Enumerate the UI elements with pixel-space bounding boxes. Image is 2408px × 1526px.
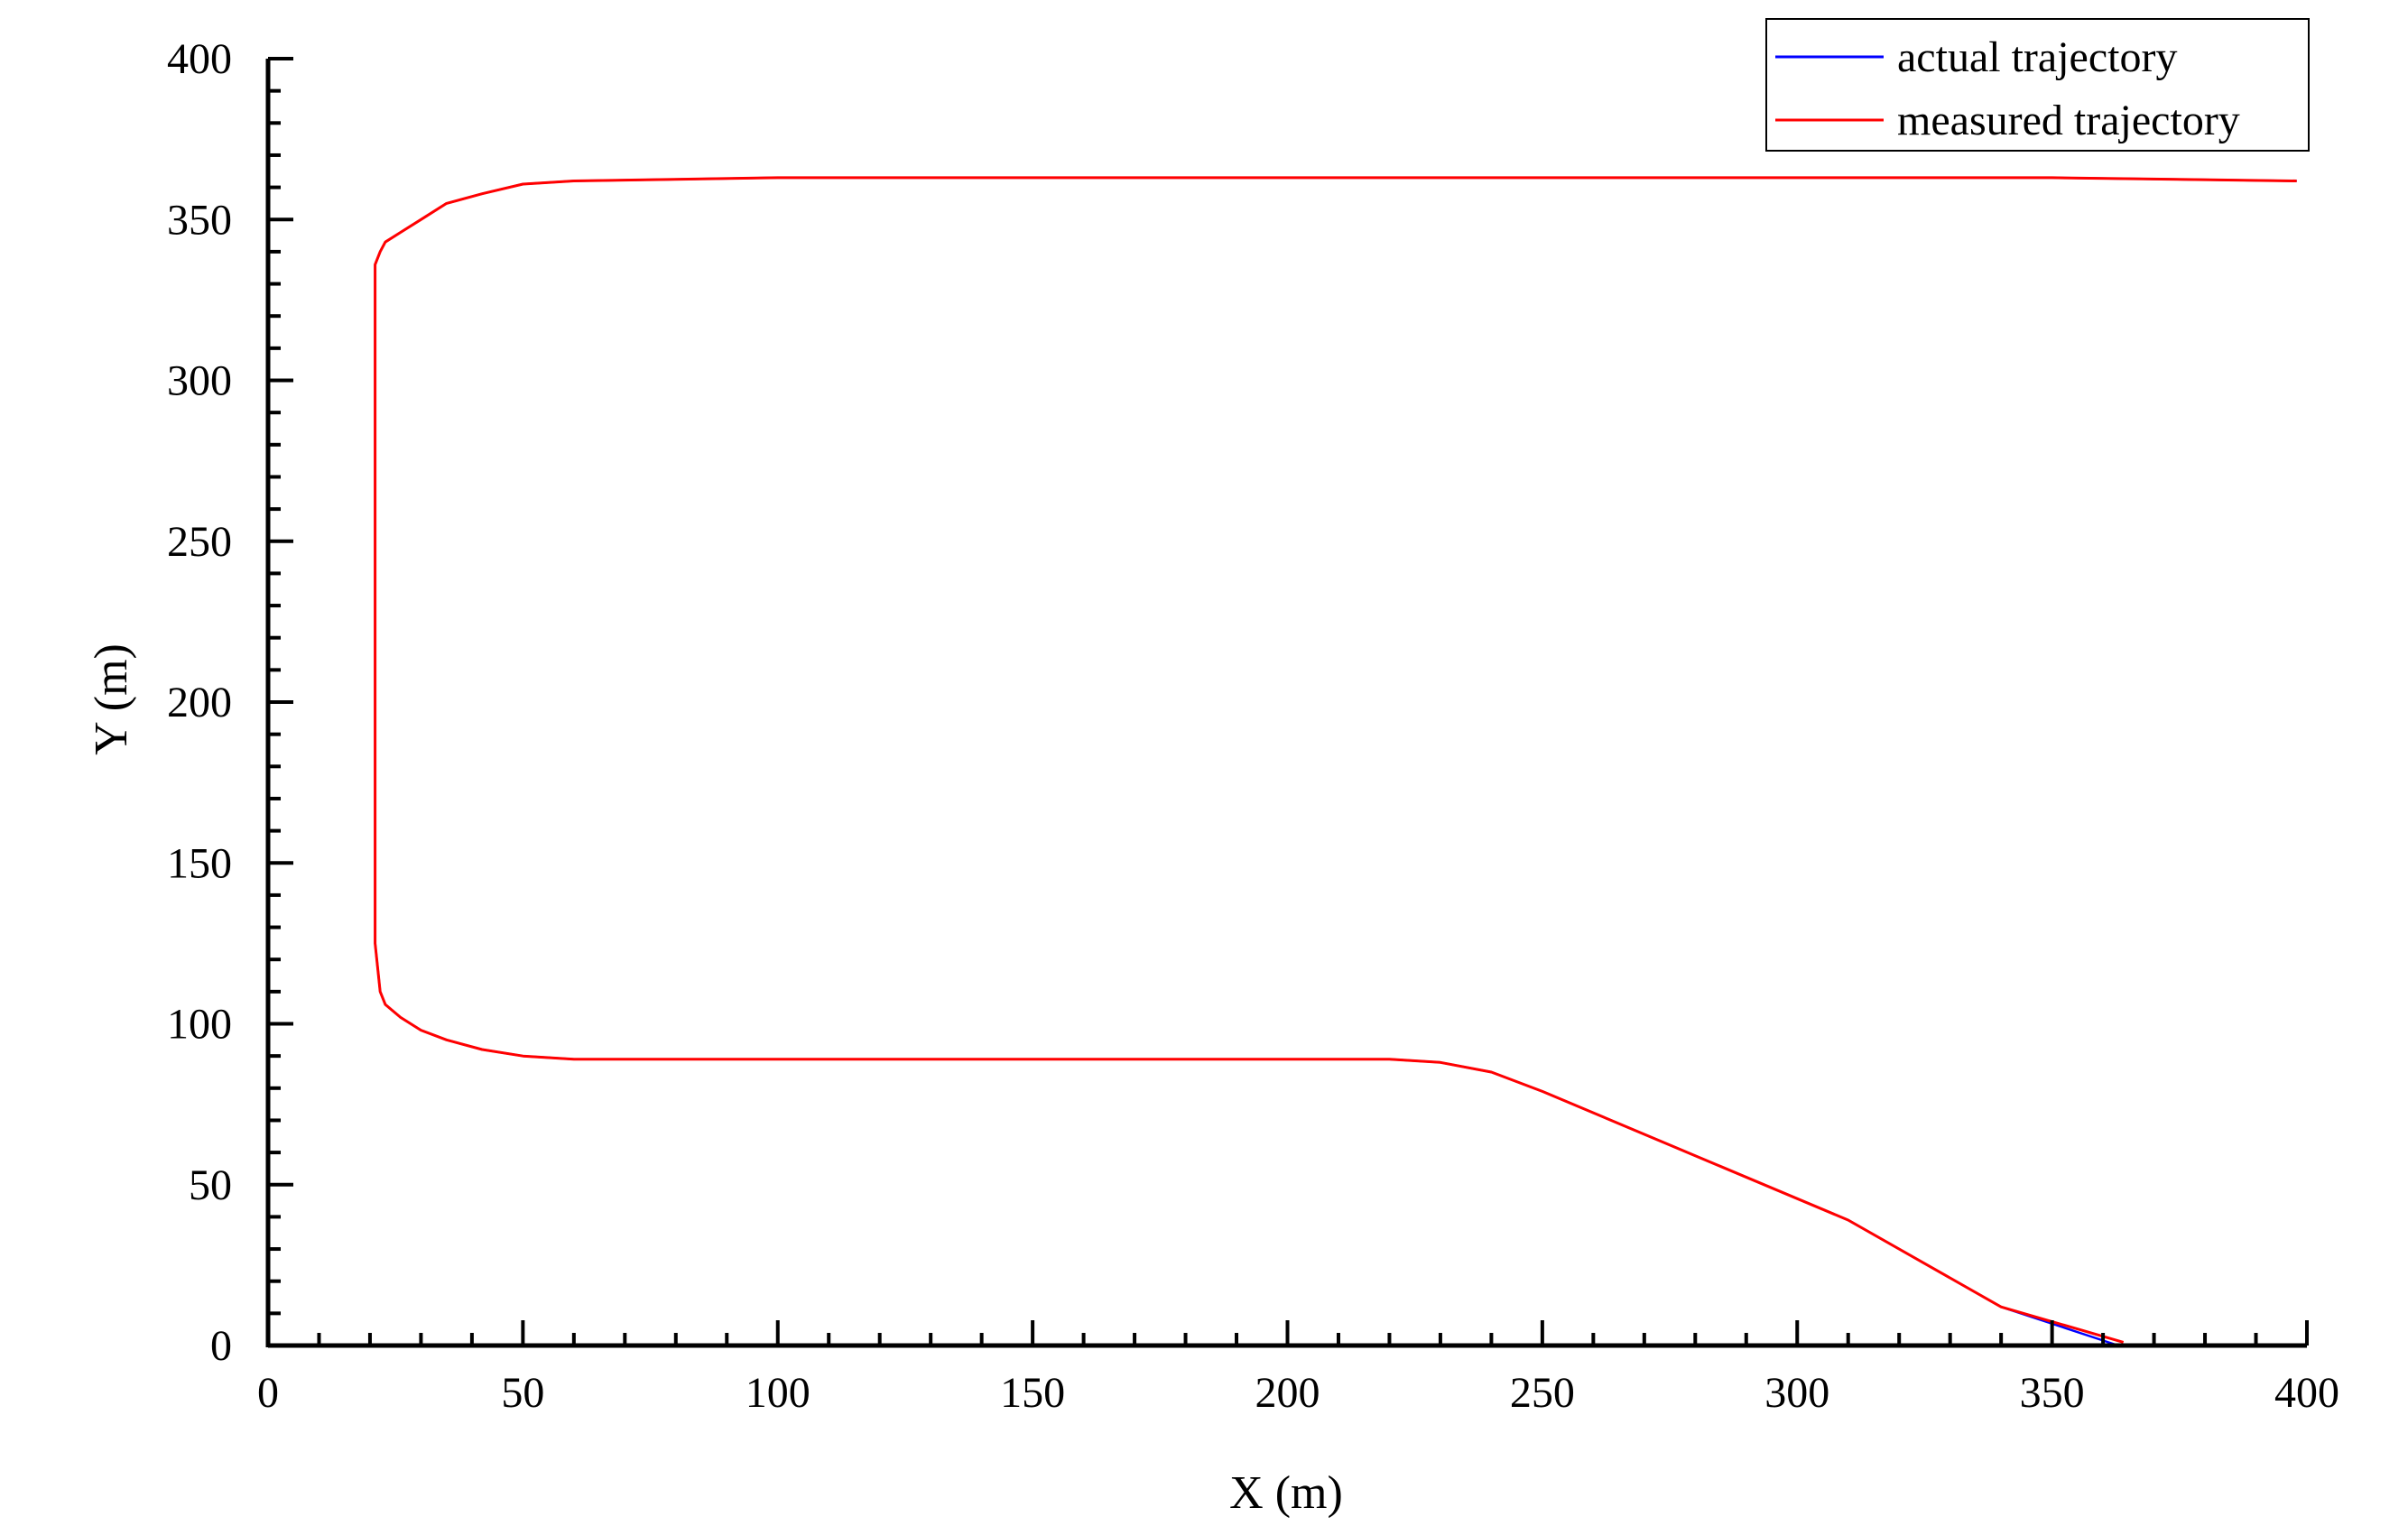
y-tick-label: 250 — [167, 518, 232, 566]
x-tick-label: 250 — [1510, 1369, 1575, 1417]
y-tick-label: 400 — [167, 35, 232, 83]
axes-layer: 0 50 100 150 200 250 300 350 400 0 50 100 150 200 250 3… — [167, 35, 2339, 1417]
x-tick-label: 150 — [1000, 1369, 1065, 1417]
y-tick-label: 200 — [167, 679, 232, 726]
x-tick-label: 400 — [2274, 1369, 2339, 1417]
y-axis-label: Y (m) — [86, 643, 137, 755]
x-tick-label: 200 — [1255, 1369, 1320, 1417]
y-tick-label: 50 — [189, 1161, 232, 1209]
legend-label-actual: actual trajectory — [1897, 33, 2177, 81]
y-tick-label: 300 — [167, 357, 232, 405]
x-tick-label: 350 — [2020, 1369, 2085, 1417]
x-tick-label: 100 — [746, 1369, 810, 1417]
x-tick-label: 50 — [501, 1369, 544, 1417]
y-tick-label: 150 — [167, 839, 232, 887]
x-axis-label: X (m) — [1229, 1467, 1343, 1519]
legend: actual trajectory measured trajectory — [1765, 18, 2310, 152]
series-line-measured — [374, 176, 2297, 1344]
x-tick-label: 0 — [257, 1369, 279, 1417]
y-tick-label: 0 — [210, 1322, 232, 1370]
series-layer — [374, 176, 2297, 1347]
x-tick-label: 300 — [1764, 1369, 1829, 1417]
y-tick-label: 100 — [167, 1001, 232, 1049]
legend-label-measured: measured trajectory — [1897, 97, 2240, 144]
y-tick-label: 350 — [167, 196, 232, 244]
legend-box — [1765, 18, 2310, 152]
